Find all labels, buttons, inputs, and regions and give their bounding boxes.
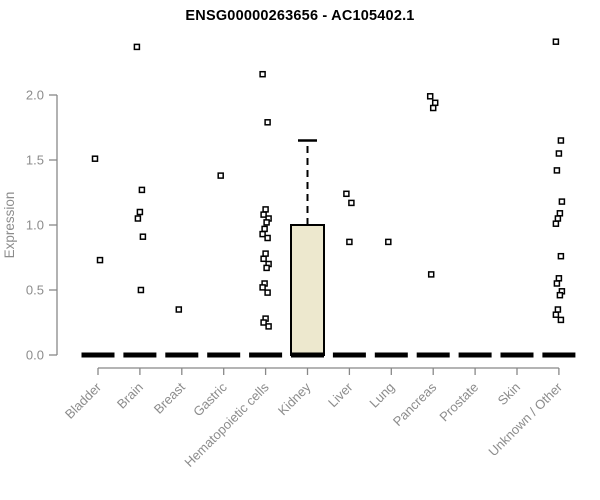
x-tick-label-lung: Lung xyxy=(366,380,397,411)
y-tick-label: 0.5 xyxy=(26,283,44,298)
outlier-point-pancreas xyxy=(427,271,435,278)
outlier-point-hematopoietic-cells xyxy=(260,255,267,263)
y-tick-label: 1.5 xyxy=(26,153,44,168)
outlier-point-liver xyxy=(343,190,350,198)
outlier-point-pancreas xyxy=(429,104,437,112)
outlier-point-unknown-other xyxy=(552,38,560,45)
x-tick-label-skin: Skin xyxy=(495,380,523,408)
outlier-point-brain xyxy=(137,286,145,294)
outlier-point-hematopoietic-cells xyxy=(263,264,270,272)
outlier-point-hematopoietic-cells xyxy=(264,289,271,296)
outlier-point-hematopoietic-cells xyxy=(263,219,270,226)
y-tick-label: 2.0 xyxy=(26,88,44,103)
outlier-point-hematopoietic-cells xyxy=(265,323,272,330)
median-bar-liver xyxy=(332,352,366,358)
outlier-point-unknown-other xyxy=(553,280,561,287)
x-tick-label-pancreas: Pancreas xyxy=(390,379,440,429)
outlier-point-liver xyxy=(348,199,355,207)
median-bar-skin xyxy=(500,352,534,358)
outlier-point-hematopoietic-cells xyxy=(260,211,267,218)
outlier-point-unknown-other xyxy=(557,252,565,260)
outlier-point-pancreas xyxy=(426,93,434,100)
outlier-point-breast xyxy=(175,306,183,313)
outlier-point-brain xyxy=(138,186,146,194)
outlier-point-unknown-other xyxy=(556,291,564,299)
outlier-point-brain xyxy=(134,215,142,222)
median-bar-bladder xyxy=(81,352,115,358)
x-tick-label-liver: Liver xyxy=(325,379,356,410)
outlier-point-unknown-other xyxy=(552,311,560,318)
median-bar-kidney xyxy=(291,352,324,358)
box-kidney xyxy=(290,224,325,356)
outlier-point-lung xyxy=(385,238,392,246)
outlier-point-hematopoietic-cells xyxy=(259,284,266,291)
outlier-point-liver xyxy=(346,238,353,246)
median-bar-breast xyxy=(165,352,199,358)
y-axis-title: Expression xyxy=(2,192,17,259)
median-bar-prostate xyxy=(458,352,492,358)
outlier-point-unknown-other xyxy=(555,150,563,157)
x-tick-label-unknown-other: Unknown / Other xyxy=(485,379,565,459)
outlier-point-unknown-other xyxy=(557,316,565,324)
outlier-point-unknown-other xyxy=(557,137,565,144)
outlier-point-brain xyxy=(139,233,147,240)
median-bar-lung xyxy=(374,352,408,358)
outlier-point-hematopoietic-cells xyxy=(260,319,267,326)
outlier-point-hematopoietic-cells xyxy=(261,225,268,233)
outlier-point-brain xyxy=(133,43,141,51)
median-bar-unknown-other xyxy=(542,352,576,358)
outlier-point-unknown-other xyxy=(554,306,562,313)
x-tick-label-prostate: Prostate xyxy=(436,380,481,425)
outlier-point-pancreas xyxy=(431,99,439,107)
outlier-point-brain xyxy=(136,208,144,216)
x-tick-label-gastric: Gastric xyxy=(190,379,230,419)
median-bar-pancreas xyxy=(416,352,450,358)
x-tick-label-bladder: Bladder xyxy=(62,379,105,422)
outlier-point-gastric xyxy=(217,172,224,179)
x-tick-label-breast: Breast xyxy=(151,379,188,416)
outlier-point-hematopoietic-cells xyxy=(262,250,269,257)
outlier-point-unknown-other xyxy=(555,275,563,282)
outlier-point-bladder xyxy=(91,155,99,162)
median-bar-hematopoietic-cells xyxy=(249,352,283,358)
y-tick-label: 1.0 xyxy=(26,218,44,233)
outlier-point-hematopoietic-cells xyxy=(262,206,269,213)
outlier-point-unknown-other xyxy=(556,210,564,217)
outlier-point-hematopoietic-cells xyxy=(259,70,266,78)
outlier-point-unknown-other xyxy=(554,215,562,222)
outlier-point-bladder xyxy=(96,256,104,264)
median-bar-brain xyxy=(123,352,157,358)
x-tick-label-kidney: Kidney xyxy=(275,379,314,418)
outlier-point-hematopoietic-cells xyxy=(264,119,271,126)
outlier-point-hematopoietic-cells xyxy=(259,230,266,238)
x-tick-label-brain: Brain xyxy=(114,380,146,412)
median-bar-gastric xyxy=(207,352,241,358)
outlier-point-unknown-other xyxy=(552,220,560,227)
outlier-point-unknown-other xyxy=(553,167,561,174)
y-tick-label: 0.0 xyxy=(26,348,44,363)
chart-title: ENSG00000263656 - AC105402.1 xyxy=(185,8,415,24)
outlier-point-unknown-other xyxy=(558,198,566,205)
outlier-point-hematopoietic-cells xyxy=(264,234,271,242)
